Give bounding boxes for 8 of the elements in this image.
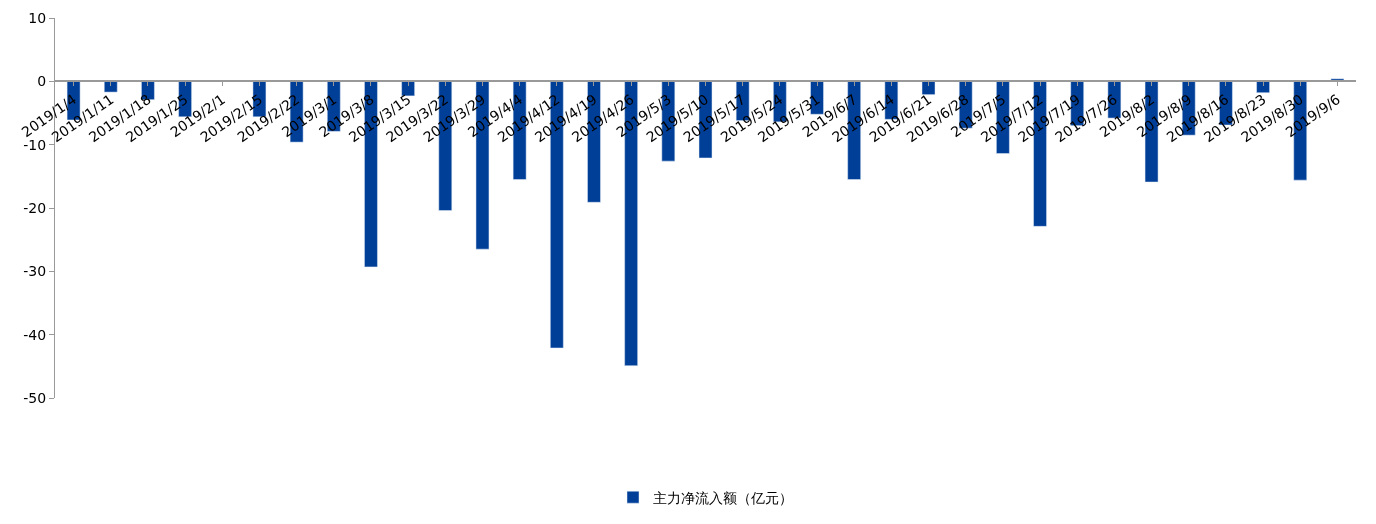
legend-label: 主力净流入额（亿元） <box>653 489 793 506</box>
y-tick-label: -50 <box>23 389 47 406</box>
y-tick-label: -20 <box>23 199 47 216</box>
y-tick-label: 10 <box>28 9 47 26</box>
y-tick-label: -40 <box>23 326 47 343</box>
y-tick-label: -30 <box>23 263 47 280</box>
y-tick-label: -10 <box>23 136 47 153</box>
y-tick-label: 0 <box>37 73 47 90</box>
